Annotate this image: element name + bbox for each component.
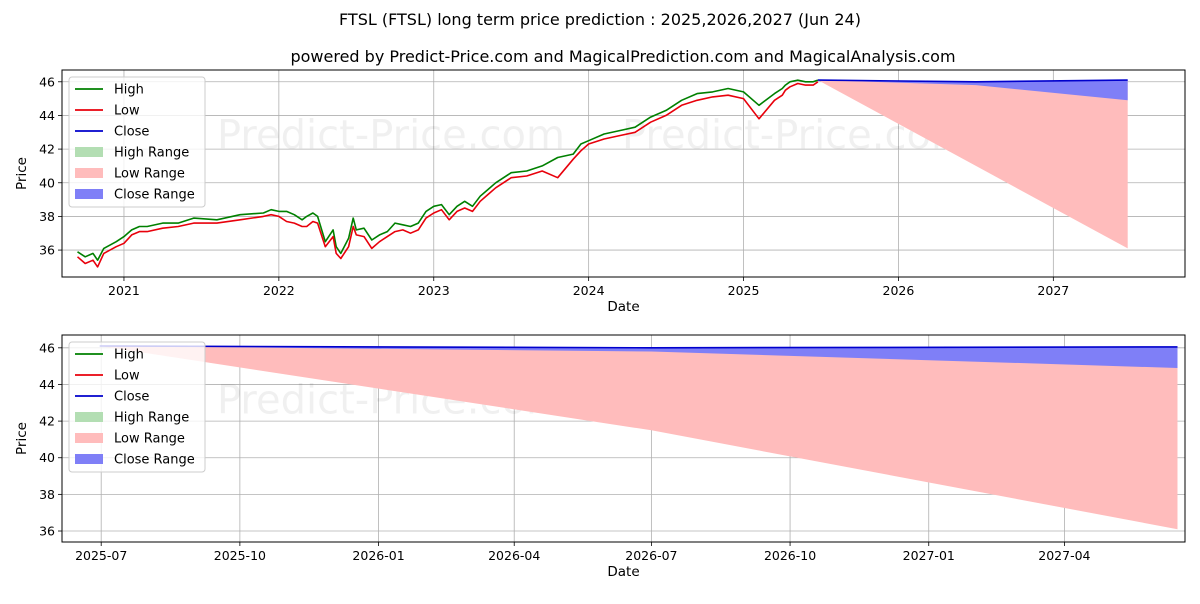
panel0-high-line xyxy=(77,79,819,262)
panel1-y-axis-label: Price xyxy=(14,422,30,455)
panel1-x-tick-label: 2026-07 xyxy=(625,548,677,563)
panel0-legend-close-range-label: Close Range xyxy=(114,188,195,203)
chart-title: FTSL (FTSL) long term price prediction :… xyxy=(339,10,861,29)
panel0-x-tick-label: 2023 xyxy=(418,283,450,298)
panel0-y-tick-label: 44 xyxy=(39,108,55,123)
panel0-x-axis-label: Date xyxy=(607,299,639,315)
panel0-close-forecast-line xyxy=(817,79,1128,83)
panel0-y-tick-label: 42 xyxy=(39,142,55,157)
panel0-low-range-band xyxy=(817,80,1128,249)
panel1-x-tick-label: 2027-04 xyxy=(1038,548,1090,563)
panel1-low-range-band xyxy=(99,346,1178,530)
panel1-legend-low-range-label: Low Range xyxy=(114,432,185,447)
panel0-legend-low-range-label: Low Range xyxy=(114,167,185,182)
panel1-legend-low-range-swatch xyxy=(75,433,103,443)
panel1-x-tick-label: 2026-10 xyxy=(764,548,816,563)
bottom-panel: Predict-Price.comPredict-Price.com2025-0… xyxy=(14,334,1186,580)
panel0-x-tick-label: 2025 xyxy=(728,283,760,298)
panel1-x-tick-label: 2026-04 xyxy=(488,548,540,563)
panel1-legend-close-range-label: Close Range xyxy=(114,453,195,468)
panel1-y-tick-label: 42 xyxy=(39,414,55,429)
panel0-y-tick-label: 36 xyxy=(39,243,55,258)
panel1-y-tick-label: 38 xyxy=(39,487,55,502)
panel1-x-tick-label: 2025-07 xyxy=(75,548,127,563)
panel0-axes-frame xyxy=(61,69,1186,278)
panel1-x-tick-label: 2026-01 xyxy=(352,548,404,563)
panel1-y-tick-label: 36 xyxy=(39,524,55,539)
panel1-legend-low-label: Low xyxy=(114,369,140,384)
panel1-legend-close-range-swatch xyxy=(75,454,103,464)
panel0-legend: High Low Close High Range Low Range Close Ran… xyxy=(68,76,206,208)
panel0-watermark-text: Predict-Price.com xyxy=(217,113,565,159)
panel0-y-tick-label: 46 xyxy=(39,74,55,89)
panel1-close-forecast-line xyxy=(99,345,1178,349)
panel0-x-tick-label: 2024 xyxy=(573,283,605,298)
panel1-legend-high-label: High xyxy=(114,348,144,363)
panel0-close-range-band xyxy=(817,80,1128,101)
panel0-legend-high-range-swatch xyxy=(75,147,103,157)
panel0-x-tick-label: 2021 xyxy=(108,283,140,298)
panel1-axes-frame xyxy=(61,334,1186,543)
panel1-legend: High Low Close High Range Low Range Close Ran… xyxy=(68,341,206,473)
chart-subtitle: powered by Predict-Price.com and Magical… xyxy=(290,47,955,66)
panel1-y-tick-label: 40 xyxy=(39,450,55,465)
panel0-legend-close-label: Close xyxy=(114,125,149,140)
panel0-legend-high-label: High xyxy=(114,83,144,98)
panel0-y-tick-label: 40 xyxy=(39,175,55,190)
panel1-x-axis-label: Date xyxy=(607,564,639,580)
panel1-legend-close-label: Close xyxy=(114,390,149,405)
panel0-legend-high-range-label: High Range xyxy=(114,146,189,161)
panel0-legend-low-label: Low xyxy=(114,104,140,119)
panel1-close-range-band xyxy=(99,346,1178,368)
panel0-x-tick-label: 2026 xyxy=(883,283,915,298)
panel1-x-tick-label: 2025-10 xyxy=(214,548,266,563)
panel0-low-line xyxy=(76,81,819,268)
panel1-x-tick-label: 2027-01 xyxy=(903,548,955,563)
panel1-legend-high-range-swatch xyxy=(75,412,103,422)
panel0-legend-low-range-swatch xyxy=(75,168,103,178)
panel1-legend-high-range-label: High Range xyxy=(114,411,189,426)
panel1-y-tick-label: 46 xyxy=(39,340,55,355)
panel0-y-tick-label: 38 xyxy=(39,209,55,224)
panel0-x-tick-label: 2022 xyxy=(263,283,295,298)
panel1-y-tick-label: 44 xyxy=(39,377,55,392)
panel0-legend-close-range-swatch xyxy=(75,189,103,199)
panel0-x-tick-label: 2027 xyxy=(1037,283,1069,298)
panel0-y-axis-label: Price xyxy=(14,157,30,190)
